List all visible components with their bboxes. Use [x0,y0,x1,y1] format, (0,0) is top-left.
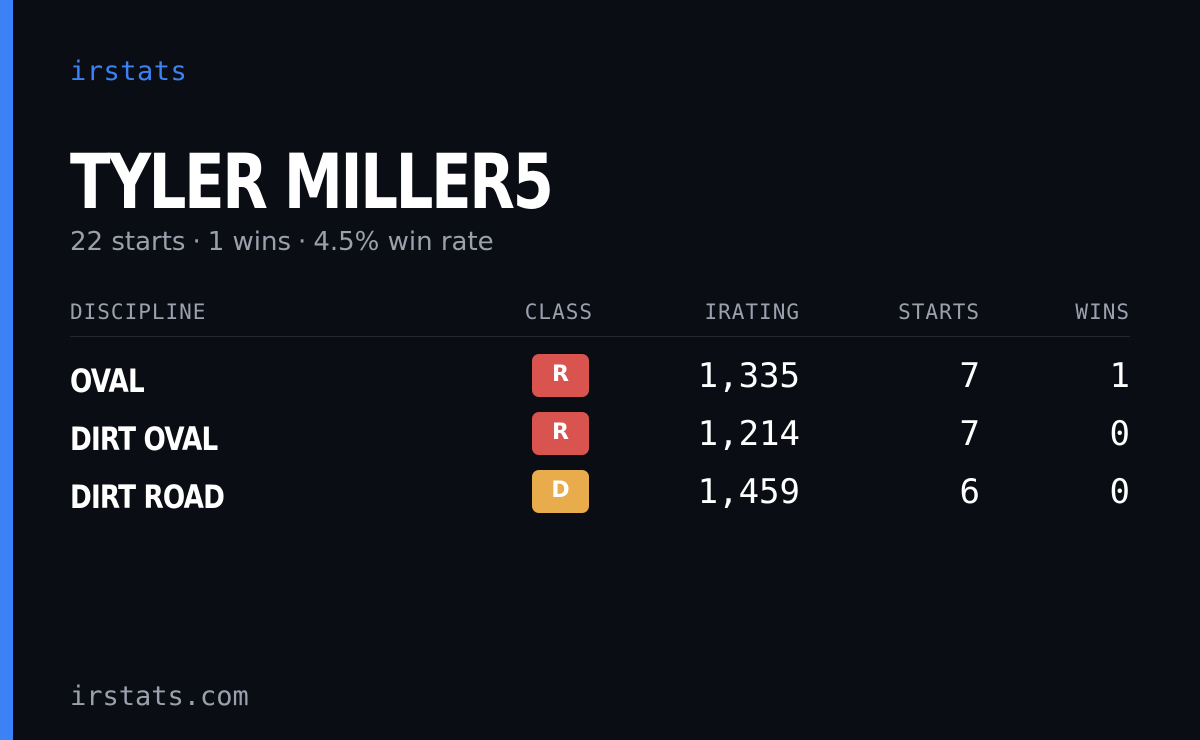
table-row: DIRT OVAL R 1,214 7 0 [70,412,1130,470]
accent-bar [0,0,13,740]
wins-value: 0 [1109,414,1130,454]
starts-value: 7 [959,414,980,454]
discipline-name: DIRT OVAL [70,420,218,458]
column-header-class: CLASS [524,300,593,324]
table-row: OVAL R 1,335 7 1 [70,354,1130,412]
separator: · [192,227,201,257]
class-badge: R [532,354,589,397]
table-row: DIRT ROAD D 1,459 6 0 [70,470,1130,528]
class-badge: D [532,470,589,513]
irating-value: 1,459 [697,472,800,512]
footer-url: irstats.com [70,681,249,712]
discipline-name: DIRT ROAD [70,478,225,516]
player-summary: 22 starts · 1 wins · 4.5% win rate [70,227,494,257]
column-header-wins: WINS [1075,300,1130,324]
wins-value: 1 [1109,356,1130,396]
win-rate-summary: 4.5% win rate [313,227,494,257]
column-header-starts: STARTS [898,300,980,324]
wins-value: 0 [1109,472,1130,512]
starts-value: 6 [959,472,980,512]
table-header: DISCIPLINE CLASS IRATING STARTS WINS [70,300,1130,337]
wins-summary: 1 wins [207,227,292,257]
starts-summary: 22 starts [70,227,186,257]
column-header-discipline: DISCIPLINE [70,300,207,324]
column-header-irating: IRATING [704,300,800,324]
brand-logo: irstats [70,56,188,87]
irating-value: 1,335 [697,356,800,396]
starts-value: 7 [959,356,980,396]
class-badge: R [532,412,589,455]
player-name: TYLER MILLER5 [70,137,554,226]
irating-value: 1,214 [697,414,800,454]
discipline-name: OVAL [70,362,145,400]
separator: · [298,227,307,257]
